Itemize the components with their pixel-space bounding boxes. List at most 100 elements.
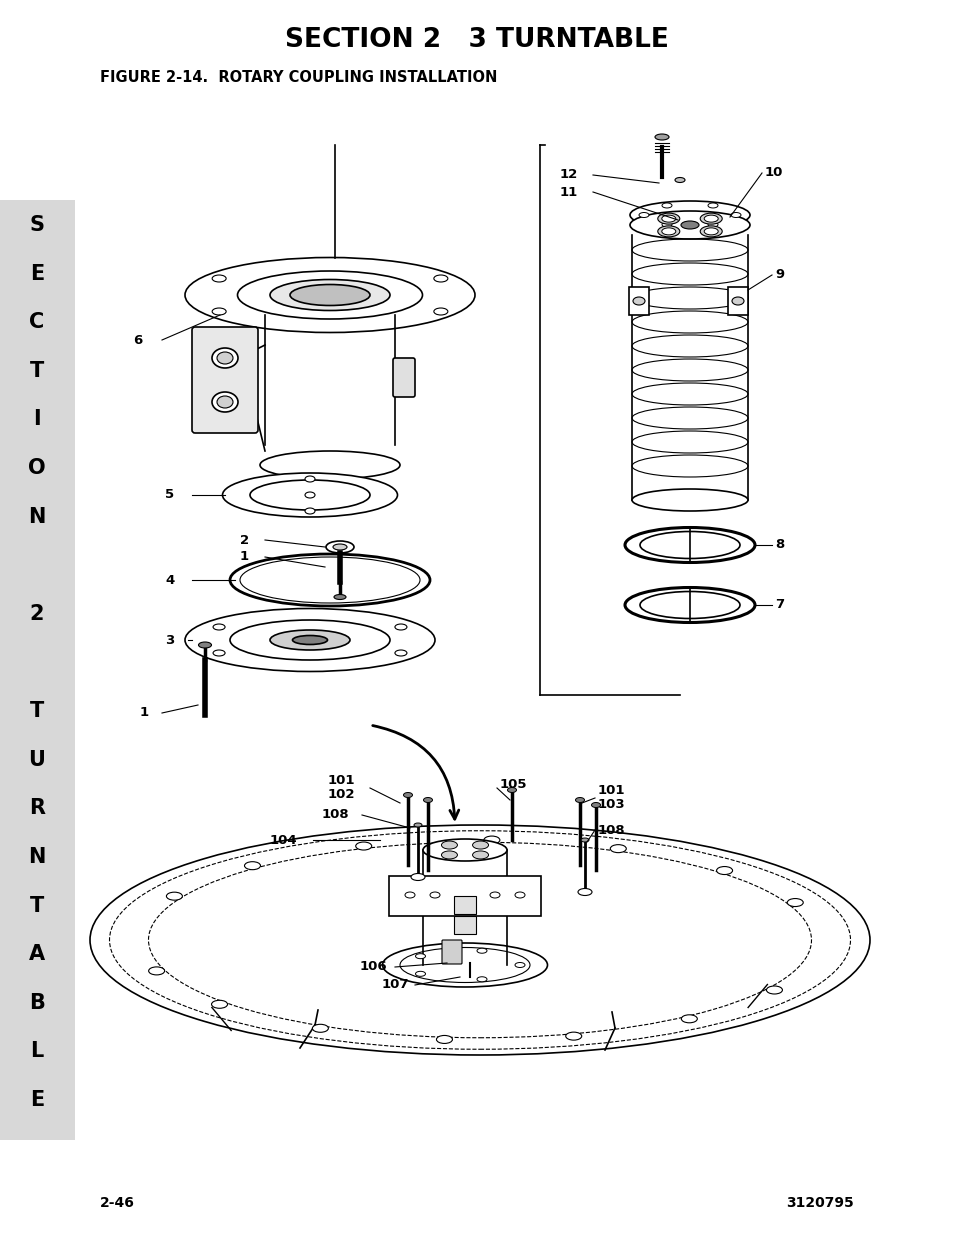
- Text: 12: 12: [559, 168, 578, 182]
- Ellipse shape: [416, 971, 425, 977]
- Ellipse shape: [680, 1015, 697, 1023]
- Text: 2-46: 2-46: [100, 1195, 134, 1210]
- Ellipse shape: [334, 594, 346, 599]
- Ellipse shape: [270, 279, 390, 310]
- Text: B: B: [29, 993, 45, 1013]
- Text: R: R: [29, 798, 45, 819]
- Ellipse shape: [661, 222, 671, 227]
- Text: FIGURE 2-14.  ROTARY COUPLING INSTALLATION: FIGURE 2-14. ROTARY COUPLING INSTALLATIO…: [100, 69, 497, 84]
- Ellipse shape: [661, 228, 675, 235]
- Ellipse shape: [707, 222, 718, 227]
- Text: E: E: [30, 263, 44, 284]
- Ellipse shape: [270, 630, 350, 650]
- Ellipse shape: [786, 899, 802, 906]
- Ellipse shape: [212, 1000, 228, 1008]
- Ellipse shape: [212, 308, 226, 315]
- Text: 108: 108: [598, 824, 625, 836]
- Ellipse shape: [633, 296, 644, 305]
- Ellipse shape: [476, 977, 486, 982]
- Text: 102: 102: [328, 788, 355, 802]
- Text: U: U: [29, 750, 46, 769]
- Ellipse shape: [658, 226, 679, 237]
- Text: 2: 2: [240, 534, 249, 547]
- Ellipse shape: [661, 215, 675, 222]
- Ellipse shape: [731, 296, 743, 305]
- Text: I: I: [33, 410, 41, 430]
- Ellipse shape: [434, 308, 447, 315]
- Ellipse shape: [422, 839, 506, 861]
- Ellipse shape: [441, 841, 457, 848]
- FancyBboxPatch shape: [454, 897, 476, 914]
- FancyBboxPatch shape: [393, 358, 415, 396]
- Ellipse shape: [631, 489, 747, 511]
- Bar: [0, 200, 75, 1140]
- Ellipse shape: [290, 284, 370, 305]
- Ellipse shape: [610, 845, 625, 852]
- Ellipse shape: [90, 825, 869, 1055]
- Text: 6: 6: [132, 333, 142, 347]
- Text: N: N: [29, 847, 46, 867]
- Ellipse shape: [765, 986, 781, 994]
- Ellipse shape: [326, 541, 354, 553]
- Ellipse shape: [476, 948, 486, 953]
- Ellipse shape: [237, 270, 422, 319]
- Ellipse shape: [305, 475, 314, 482]
- Ellipse shape: [472, 841, 488, 848]
- Ellipse shape: [629, 211, 749, 240]
- Ellipse shape: [293, 636, 327, 645]
- Text: L: L: [30, 1041, 44, 1061]
- Ellipse shape: [149, 967, 165, 974]
- Ellipse shape: [395, 624, 407, 630]
- Ellipse shape: [515, 892, 524, 898]
- Ellipse shape: [700, 226, 721, 237]
- Ellipse shape: [250, 480, 370, 510]
- Ellipse shape: [333, 543, 347, 550]
- Ellipse shape: [423, 798, 432, 803]
- FancyBboxPatch shape: [454, 916, 476, 934]
- Ellipse shape: [591, 803, 599, 808]
- Ellipse shape: [565, 1032, 581, 1040]
- Ellipse shape: [655, 135, 668, 140]
- Ellipse shape: [213, 650, 225, 656]
- Text: T: T: [30, 701, 44, 721]
- Text: 3: 3: [165, 634, 174, 646]
- Ellipse shape: [213, 624, 225, 630]
- Ellipse shape: [222, 473, 397, 517]
- Ellipse shape: [212, 275, 226, 282]
- FancyBboxPatch shape: [192, 327, 257, 433]
- Ellipse shape: [436, 1035, 452, 1044]
- Text: E: E: [30, 1091, 44, 1110]
- Ellipse shape: [703, 228, 718, 235]
- Text: 3120795: 3120795: [785, 1195, 853, 1210]
- Ellipse shape: [198, 642, 212, 648]
- Ellipse shape: [703, 215, 718, 222]
- Ellipse shape: [216, 396, 233, 408]
- Ellipse shape: [166, 892, 182, 900]
- Ellipse shape: [707, 203, 718, 207]
- Ellipse shape: [515, 962, 524, 967]
- Text: O: O: [29, 458, 46, 478]
- Text: 108: 108: [322, 809, 349, 821]
- Ellipse shape: [483, 836, 499, 844]
- Ellipse shape: [312, 1024, 328, 1032]
- Ellipse shape: [305, 508, 314, 514]
- Text: 1: 1: [140, 706, 149, 720]
- Ellipse shape: [434, 275, 447, 282]
- Ellipse shape: [305, 492, 314, 498]
- Ellipse shape: [629, 201, 749, 228]
- FancyBboxPatch shape: [389, 876, 540, 916]
- Text: T: T: [30, 361, 44, 380]
- Ellipse shape: [216, 352, 233, 364]
- Ellipse shape: [244, 862, 260, 869]
- Text: 101: 101: [328, 773, 355, 787]
- Ellipse shape: [212, 391, 237, 412]
- Text: 101: 101: [598, 783, 625, 797]
- Text: 105: 105: [499, 778, 527, 792]
- Text: T: T: [30, 895, 44, 915]
- Text: C: C: [30, 312, 45, 332]
- Ellipse shape: [730, 212, 740, 217]
- Ellipse shape: [441, 851, 457, 860]
- Text: 8: 8: [774, 538, 783, 552]
- FancyBboxPatch shape: [727, 287, 747, 315]
- Text: 103: 103: [598, 799, 625, 811]
